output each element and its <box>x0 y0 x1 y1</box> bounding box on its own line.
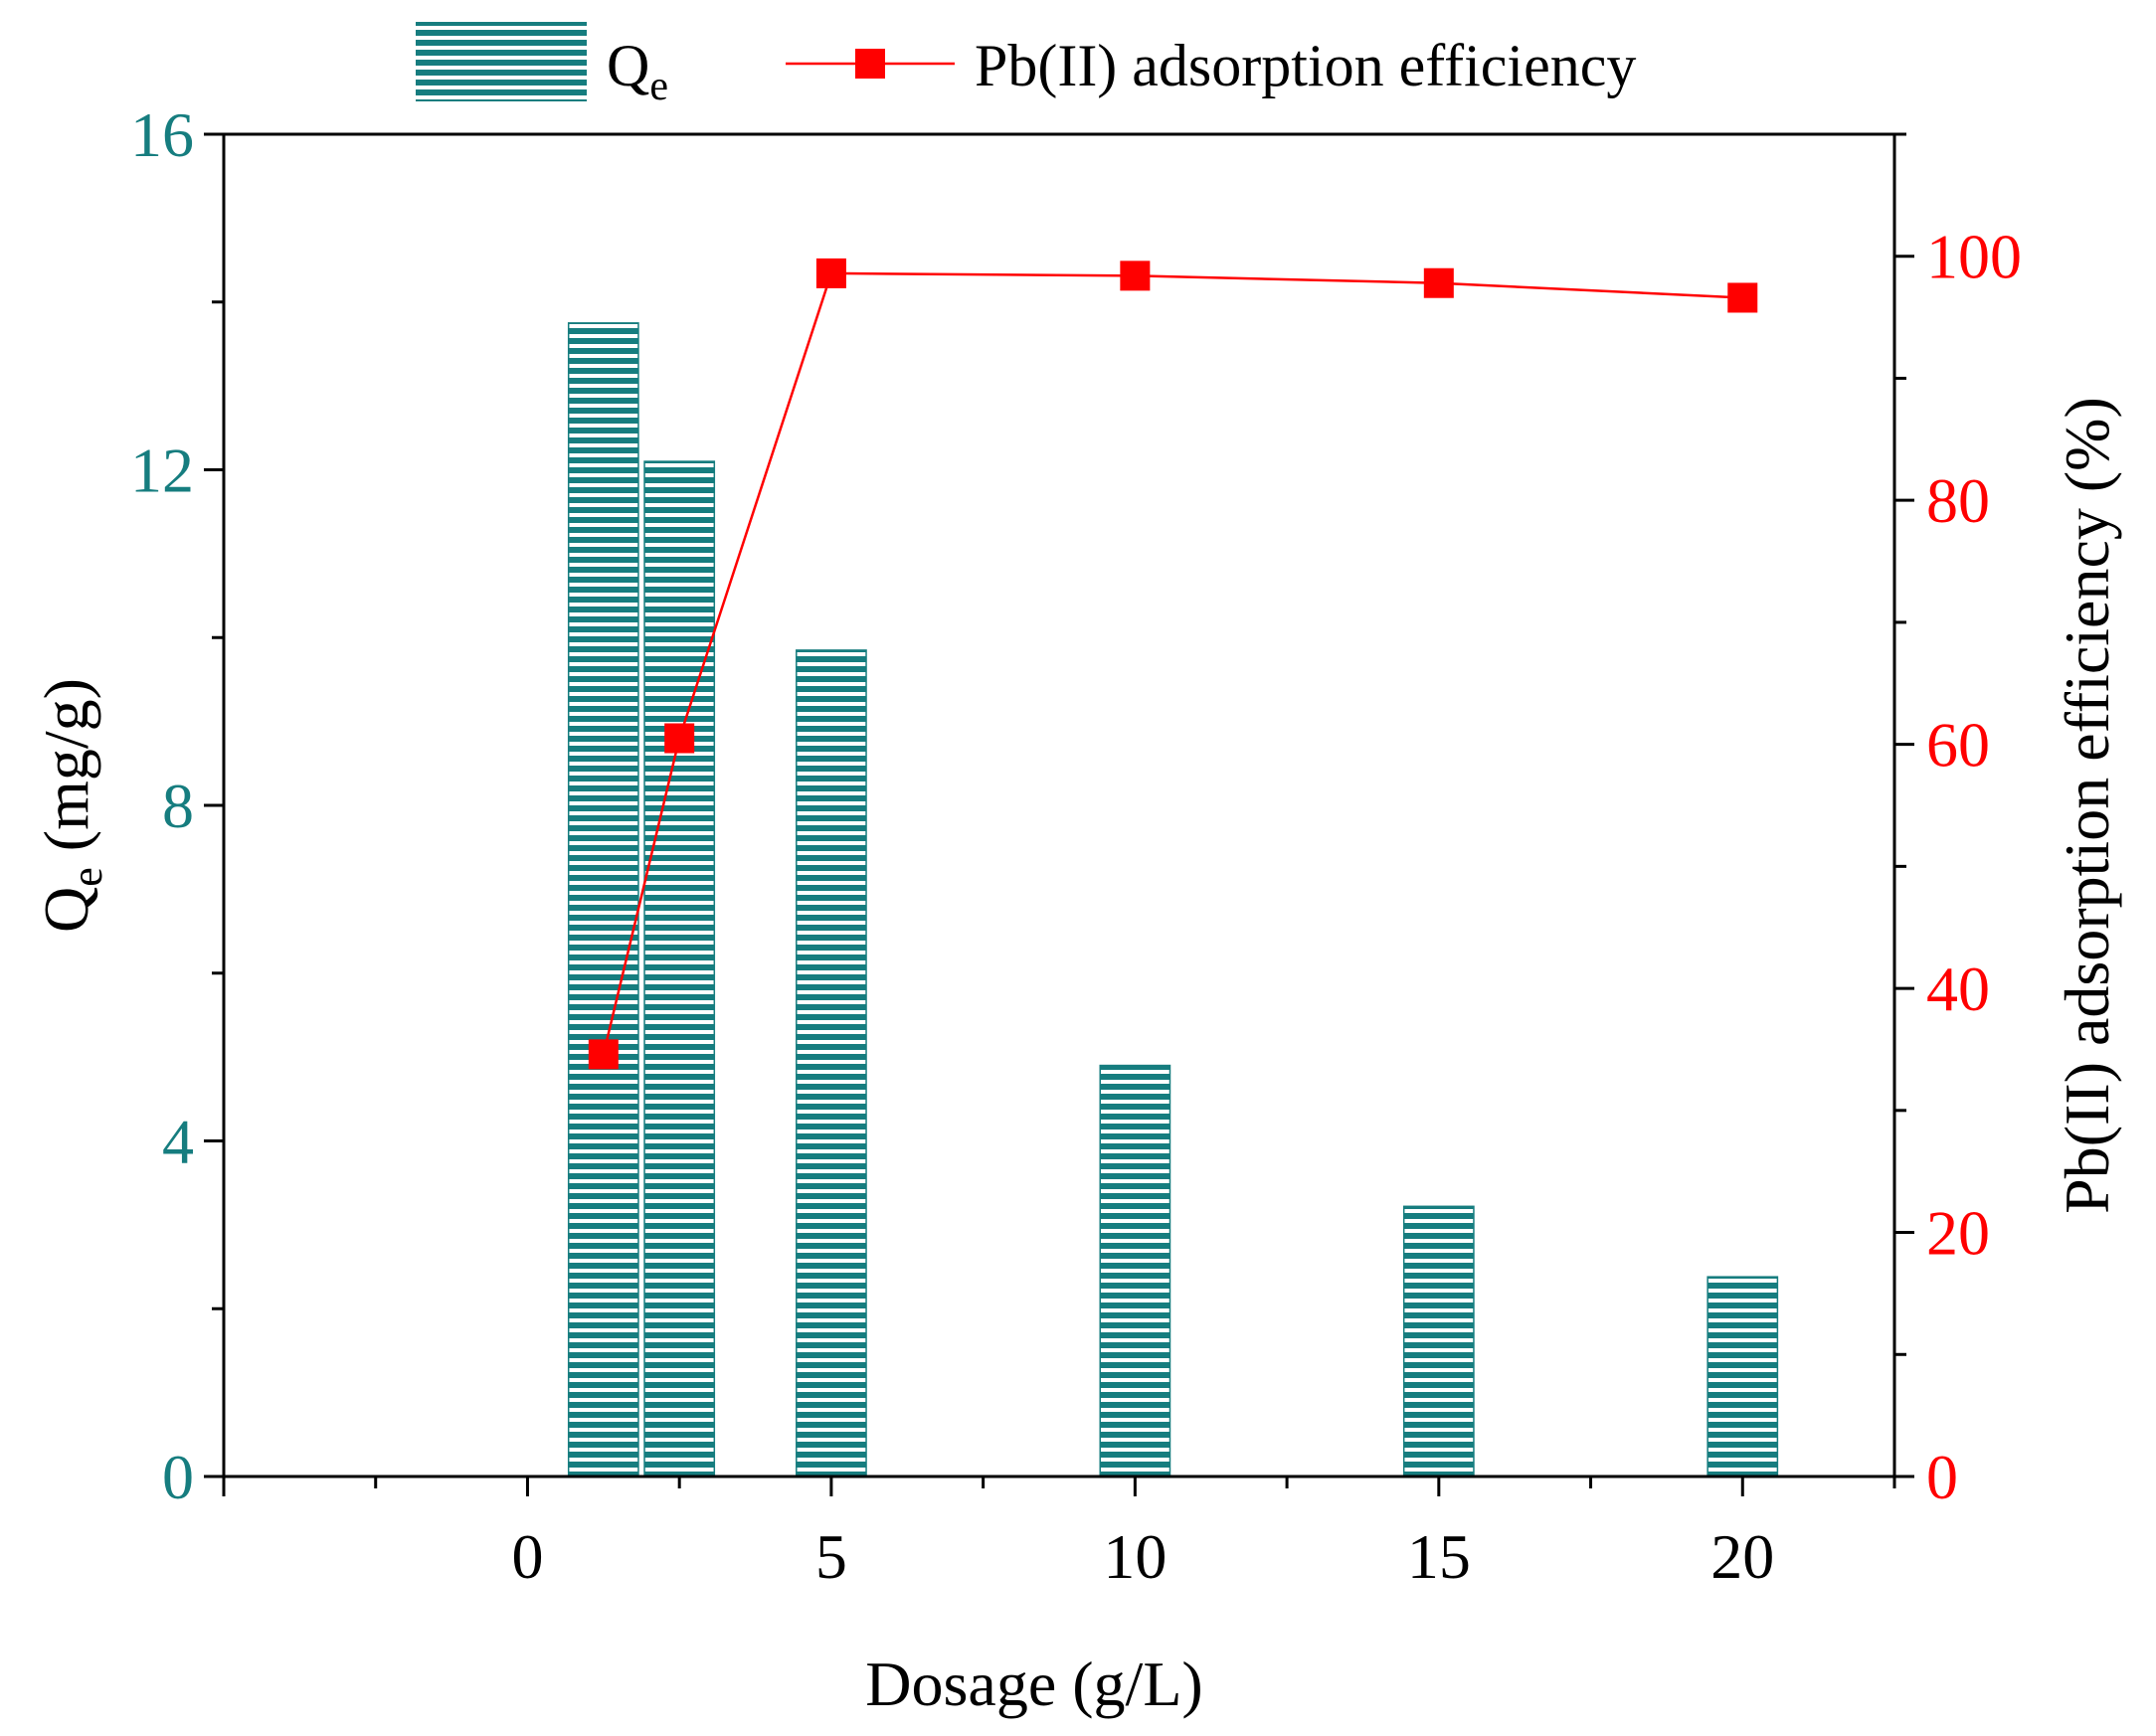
y-right-tick-label-3: 60 <box>1926 710 1990 781</box>
legend-efficiency-label: Pb(II) adsorption efficiency <box>975 33 1636 98</box>
x-tick-label-4: 20 <box>1710 1521 1774 1592</box>
bar-qe-2 <box>796 649 867 1477</box>
bar-qe-1 <box>643 460 716 1477</box>
plot-area: 0 5 10 15 20 0 4 8 12 16 0 20 40 60 80 100 <box>130 99 2022 1592</box>
bar-qe-3 <box>1099 1064 1171 1477</box>
y-axis-left-title: Qe (mg/g) <box>31 678 111 933</box>
efficiency-point-5 <box>1727 282 1758 313</box>
y-left-tick-label-0: 0 <box>162 1442 194 1512</box>
x-axis: 0 5 10 15 20 <box>222 1476 1896 1592</box>
x-axis-title: Dosage (g/L) <box>865 1649 1202 1719</box>
y-axis-left: 0 4 8 12 16 <box>130 99 224 1512</box>
bar-qe-5 <box>1707 1276 1779 1477</box>
legend-efficiency-marker <box>855 49 885 79</box>
y-right-tick-label-0: 0 <box>1926 1442 1958 1512</box>
legend-item-qe: Qe <box>416 22 668 109</box>
y-axis-right-title: Pb(II) adsorption efficiency (%) <box>2052 397 2122 1214</box>
legend-item-efficiency: Pb(II) adsorption efficiency <box>786 33 1636 98</box>
bar-qe-0 <box>567 322 639 1477</box>
y-left-tick-label-3: 12 <box>130 435 194 506</box>
legend: Qe Pb(II) adsorption efficiency <box>416 22 1636 109</box>
efficiency-point-1 <box>664 723 695 754</box>
efficiency-point-0 <box>588 1039 619 1070</box>
legend-qe-label: Qe <box>607 33 668 109</box>
y-right-tick-label-2: 40 <box>1926 954 1990 1024</box>
y-right-tick-label-1: 20 <box>1926 1198 1990 1269</box>
efficiency-point-2 <box>815 258 846 288</box>
plot-frame <box>222 132 1896 1478</box>
legend-qe-swatch <box>416 22 587 101</box>
y-right-tick-label-4: 80 <box>1926 465 1990 536</box>
y-axis-right: 0 20 40 60 80 100 <box>1894 132 2022 1512</box>
y-right-tick-label-5: 100 <box>1926 222 2022 292</box>
bar-qe-4 <box>1402 1205 1475 1477</box>
efficiency-point-4 <box>1423 267 1454 298</box>
line-series <box>588 258 1758 1070</box>
bar-series <box>567 322 1779 1477</box>
y-left-tick-label-4: 16 <box>130 99 194 170</box>
efficiency-line <box>602 271 1743 1055</box>
y-left-tick-label-2: 8 <box>162 771 194 841</box>
x-tick-label-2: 10 <box>1103 1521 1167 1592</box>
x-tick-label-0: 0 <box>511 1521 543 1592</box>
y-left-tick-label-1: 4 <box>162 1107 194 1177</box>
efficiency-point-3 <box>1120 260 1151 291</box>
x-tick-label-3: 15 <box>1407 1521 1471 1592</box>
x-tick-label-1: 5 <box>815 1521 847 1592</box>
